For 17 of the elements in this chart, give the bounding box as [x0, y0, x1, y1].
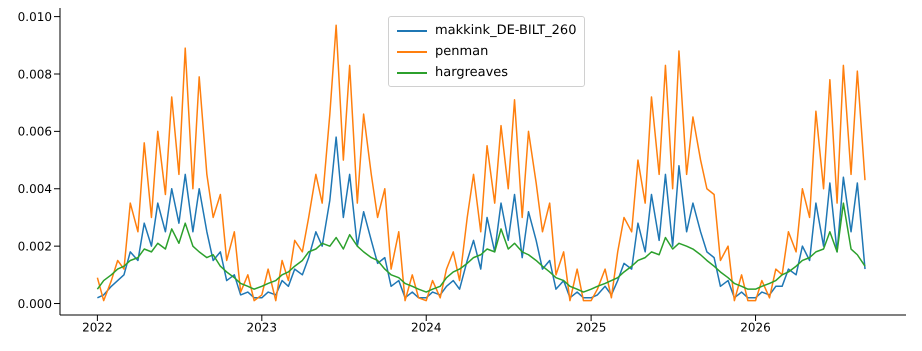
y-tick-label: 0.004 — [18, 182, 52, 196]
line-series — [96, 24, 866, 302]
x-tick-label: 2026 — [740, 320, 771, 335]
x-tick-label: 2025 — [576, 320, 606, 335]
legend-label: hargreaves — [435, 64, 508, 82]
y-tick-label: 0.006 — [18, 124, 52, 139]
y-tick-label: 0.000 — [18, 296, 52, 311]
line-series — [96, 202, 866, 293]
x-tick-label: 2024 — [410, 320, 442, 335]
y-tick-label: 0.008 — [18, 67, 52, 82]
legend-label: makkink_DE-BILT_260 — [435, 22, 576, 40]
legend-label: penman — [435, 43, 488, 61]
x-tick-label: 2023 — [246, 320, 278, 335]
x-tick-label: 2022 — [82, 320, 113, 335]
y-tick-label: 0.002 — [18, 239, 52, 254]
line-series — [96, 136, 866, 299]
y-tick-label: 0.010 — [18, 10, 52, 24]
